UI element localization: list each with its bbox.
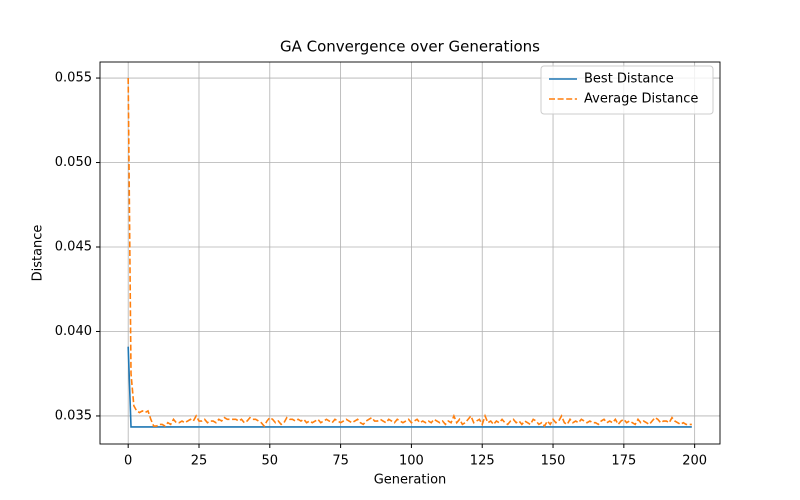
y-tick-label: 0.055	[55, 71, 92, 86]
x-tick-label: 150	[541, 454, 566, 469]
x-tick-label: 175	[611, 454, 636, 469]
x-tick-label: 25	[191, 454, 208, 469]
x-axis-label: Generation	[374, 473, 447, 488]
y-tick-label: 0.050	[55, 155, 92, 170]
y-tick-label: 0.035	[55, 408, 92, 423]
x-tick-label: 0	[124, 454, 132, 469]
series-line	[127, 78, 692, 428]
legend-box	[540, 65, 714, 115]
series-line	[127, 346, 692, 428]
x-tick-label: 50	[262, 454, 279, 469]
chart-title: GA Convergence over Generations	[280, 38, 540, 56]
y-axis-label: Distance	[31, 225, 46, 282]
x-tick-label: 100	[399, 454, 424, 469]
x-tick-label: 200	[682, 454, 707, 469]
x-tick-label: 75	[332, 454, 349, 469]
y-tick-label: 0.040	[55, 324, 92, 339]
y-tick-label: 0.045	[55, 240, 92, 255]
axes-frame	[99, 61, 721, 445]
legend-label: Best Distance	[584, 72, 674, 87]
legend-label: Average Distance	[584, 92, 698, 107]
x-tick-label: 125	[470, 454, 495, 469]
